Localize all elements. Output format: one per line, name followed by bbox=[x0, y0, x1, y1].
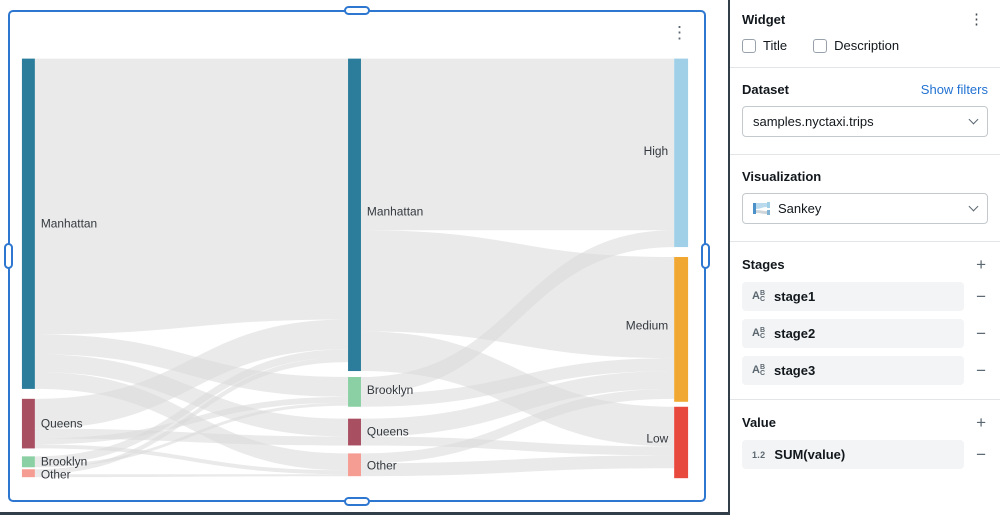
divider bbox=[730, 67, 1000, 68]
resize-handle-right[interactable] bbox=[701, 243, 710, 269]
panel-divider bbox=[728, 0, 730, 515]
resize-handle-top[interactable] bbox=[344, 6, 370, 15]
value-row: 1.2 SUM(value) − bbox=[742, 440, 988, 469]
add-value-button[interactable]: + bbox=[976, 413, 986, 432]
value-field[interactable]: 1.2 SUM(value) bbox=[742, 440, 965, 469]
svg-text:Queens: Queens bbox=[41, 417, 83, 431]
visualization-section-head: Visualization bbox=[742, 169, 988, 184]
divider bbox=[730, 241, 1000, 242]
svg-text:Brooklyn: Brooklyn bbox=[41, 454, 87, 468]
stage1-name: stage1 bbox=[774, 289, 816, 304]
number-type-icon: 1.2 bbox=[752, 449, 766, 460]
resize-handle-left[interactable] bbox=[4, 243, 13, 269]
value-name: SUM(value) bbox=[774, 447, 846, 462]
visualization-label: Visualization bbox=[742, 169, 822, 184]
stages-section-head: Stages + bbox=[742, 256, 988, 273]
svg-text:Manhattan: Manhattan bbox=[367, 205, 423, 219]
remove-stage2-button[interactable]: − bbox=[976, 324, 986, 343]
description-checkbox-label: Description bbox=[834, 38, 900, 53]
svg-text:Brooklyn: Brooklyn bbox=[367, 383, 413, 397]
stage2-name: stage2 bbox=[774, 326, 816, 341]
description-checkbox[interactable]: Description bbox=[813, 38, 899, 53]
stages-label: Stages bbox=[742, 257, 785, 272]
sankey-svg: ManhattanQueensBrooklynOtherManhattanBro… bbox=[21, 58, 689, 481]
svg-text:Low: Low bbox=[646, 432, 668, 446]
dataset-selected-value: samples.nyctaxi.trips bbox=[753, 114, 874, 129]
chevron-down-icon bbox=[968, 114, 979, 125]
stage3-name: stage3 bbox=[774, 363, 816, 378]
divider bbox=[730, 399, 1000, 400]
panel-kebab-menu-icon[interactable]: ⋮ bbox=[965, 10, 988, 29]
widget-options-row: Title Description bbox=[742, 38, 988, 53]
divider bbox=[730, 154, 1000, 155]
value-section-head: Value + bbox=[742, 414, 988, 431]
svg-text:Manhattan: Manhattan bbox=[41, 216, 97, 230]
chevron-down-icon bbox=[968, 201, 979, 212]
value-label: Value bbox=[742, 415, 776, 430]
svg-text:Other: Other bbox=[367, 458, 397, 472]
remove-stage3-button[interactable]: − bbox=[976, 361, 986, 380]
widget-config-panel: Widget ⋮ Title Description Dataset Show … bbox=[730, 0, 1000, 515]
widget-kebab-menu-icon[interactable]: ⋮ bbox=[667, 22, 692, 43]
title-checkbox-label: Title bbox=[763, 38, 788, 53]
svg-text:High: High bbox=[644, 144, 669, 158]
dashboard-canvas[interactable]: ⋮ Manhattan Queens Brooklyn Other Manhattan B… bbox=[0, 0, 728, 515]
checkbox-box-icon[interactable] bbox=[813, 38, 828, 53]
checkbox-box-icon[interactable] bbox=[742, 38, 756, 53]
visualization-selected-value: Sankey bbox=[778, 201, 822, 216]
sankey-icon bbox=[753, 202, 770, 215]
visualization-select[interactable]: Sankey bbox=[742, 193, 988, 224]
panel-header: Widget ⋮ bbox=[742, 6, 988, 32]
sankey-widget[interactable]: ⋮ Manhattan Queens Brooklyn Other Manhattan B… bbox=[4, 6, 710, 506]
dataset-select[interactable]: samples.nyctaxi.trips bbox=[742, 106, 988, 137]
remove-value-button[interactable]: − bbox=[976, 445, 986, 464]
panel-title: Widget bbox=[742, 11, 786, 27]
add-stage-button[interactable]: + bbox=[976, 255, 986, 274]
svg-text:Queens: Queens bbox=[367, 425, 409, 439]
svg-text:Other: Other bbox=[41, 467, 71, 481]
dataset-section-head: Dataset Show filters bbox=[742, 82, 988, 97]
svg-text:Medium: Medium bbox=[626, 319, 668, 333]
title-checkbox[interactable]: Title bbox=[742, 38, 787, 53]
show-filters-link[interactable]: Show filters bbox=[920, 82, 988, 97]
remove-stage1-button[interactable]: − bbox=[976, 287, 986, 306]
resize-handle-bottom[interactable] bbox=[344, 497, 370, 506]
dataset-label: Dataset bbox=[742, 82, 789, 97]
